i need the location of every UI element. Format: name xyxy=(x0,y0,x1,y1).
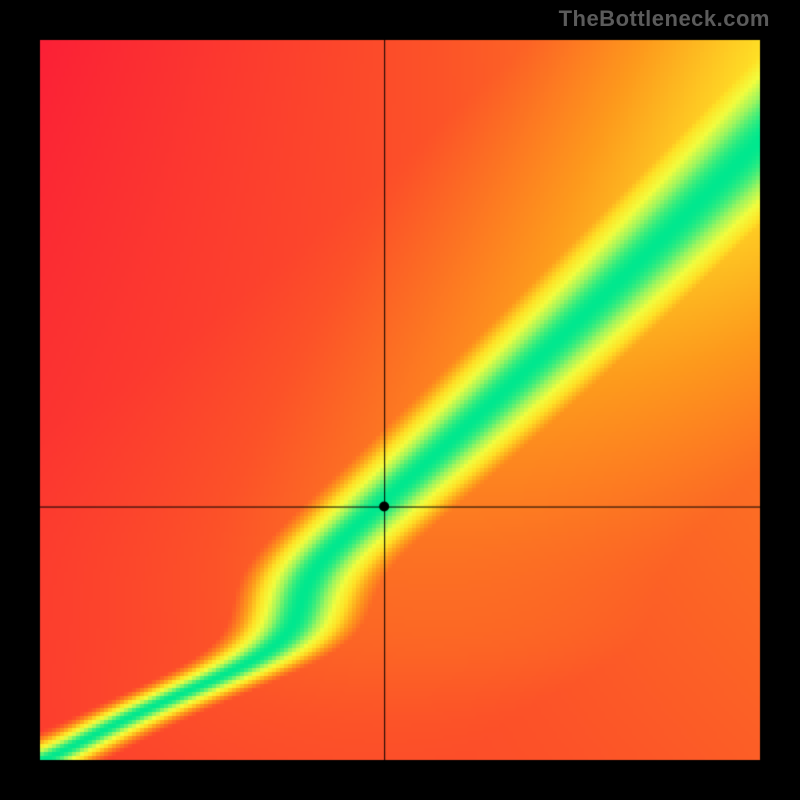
chart-container: TheBottleneck.com xyxy=(0,0,800,800)
watermark-text: TheBottleneck.com xyxy=(559,6,770,32)
bottleneck-heatmap-canvas xyxy=(0,0,800,800)
